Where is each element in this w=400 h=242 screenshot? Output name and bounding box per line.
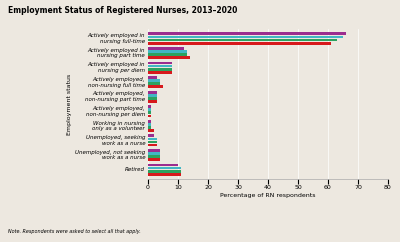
Bar [148, 47, 184, 50]
Bar [148, 36, 343, 38]
Bar [148, 170, 181, 173]
Bar [148, 79, 160, 82]
Bar [148, 114, 151, 117]
Bar [148, 85, 163, 88]
Bar [148, 62, 172, 64]
Bar [148, 97, 157, 100]
Y-axis label: Employment status: Employment status [67, 73, 72, 135]
Text: Employment Status of Registered Nurses, 2013–2020: Employment Status of Registered Nurses, … [8, 6, 237, 15]
Bar [148, 56, 190, 59]
Bar [148, 135, 154, 137]
Bar [148, 141, 157, 144]
Bar [148, 112, 151, 114]
Bar [148, 42, 331, 45]
Bar [148, 167, 181, 169]
Bar [148, 91, 157, 94]
Bar [148, 50, 187, 53]
Bar [148, 144, 157, 146]
Bar [148, 82, 160, 85]
X-axis label: Percentage of RN respondents: Percentage of RN respondents [220, 193, 316, 198]
Bar [148, 152, 160, 155]
Bar [148, 105, 151, 108]
Bar [148, 155, 160, 158]
Bar [148, 71, 172, 74]
Text: Note. Respondents were asked to select all that apply.: Note. Respondents were asked to select a… [8, 228, 141, 234]
Bar [148, 158, 160, 161]
Bar [148, 65, 172, 68]
Bar [148, 39, 337, 41]
Bar [148, 68, 172, 71]
Bar [148, 120, 151, 123]
Bar [148, 32, 346, 35]
Bar [148, 100, 157, 103]
Bar [148, 53, 187, 56]
Bar [148, 137, 157, 140]
Bar [148, 123, 151, 126]
Bar [148, 76, 157, 79]
Bar [148, 94, 157, 97]
Bar [148, 164, 178, 166]
Bar [148, 126, 151, 129]
Bar [148, 108, 151, 111]
Bar [148, 173, 181, 176]
Bar [148, 129, 154, 132]
Bar [148, 149, 160, 152]
